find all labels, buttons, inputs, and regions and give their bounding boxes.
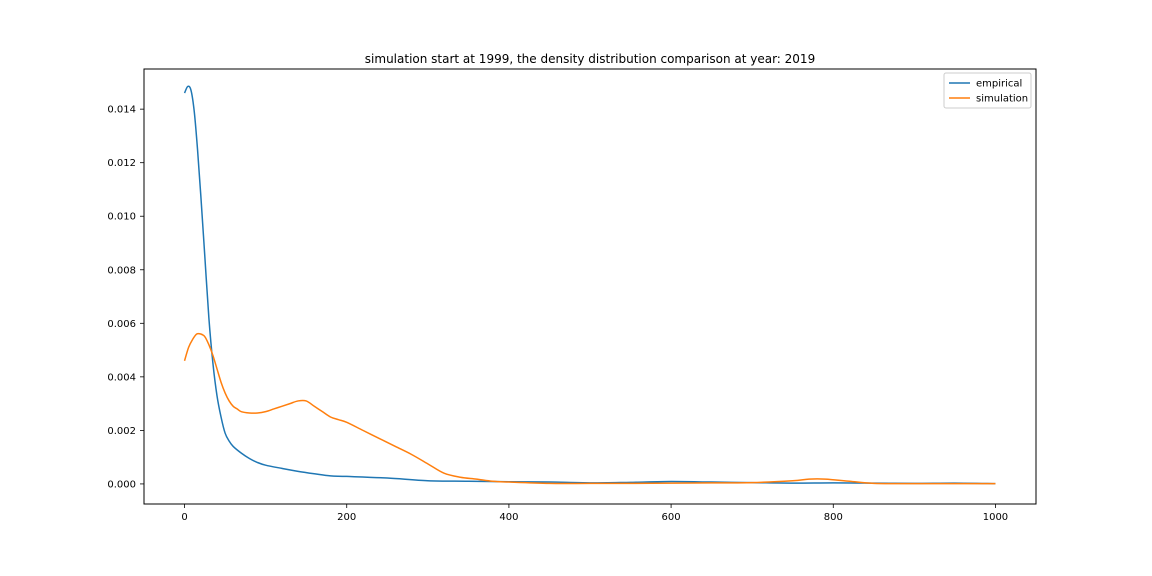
plot-lines: [183, 85, 996, 485]
x-tick-label: 400: [499, 512, 518, 523]
chart-title: simulation start at 1999, the density di…: [365, 52, 815, 66]
y-tick-label: 0.008: [107, 265, 136, 276]
x-tick-label: 0: [181, 512, 187, 523]
y-axis: 0.000 0.002 0.004 0.006 0.008 0.010 0.012 0.014: [107, 105, 144, 490]
legend: empirical simulation: [943, 72, 1032, 109]
y-tick-label: 0.004: [107, 372, 136, 383]
plot-frame: [143, 68, 1037, 505]
series-line-simulation: [183, 332, 996, 485]
x-axis: 0 200 400 600 800 1000: [181, 504, 1008, 523]
y-tick-label: 0.000: [107, 479, 136, 490]
y-tick-label: 0.002: [107, 426, 136, 437]
legend-label-simulation: simulation: [976, 94, 1028, 105]
x-tick-label: 1000: [983, 512, 1008, 523]
y-tick-label: 0.014: [107, 105, 136, 116]
x-tick-label: 600: [662, 512, 681, 523]
legend-label-empirical: empirical: [976, 79, 1022, 90]
x-tick-label: 200: [337, 512, 356, 523]
y-tick-label: 0.012: [107, 158, 136, 169]
x-tick-label: 800: [824, 512, 843, 523]
legend-box: [943, 72, 1032, 109]
y-tick-label: 0.006: [107, 319, 136, 330]
y-tick-label: 0.010: [107, 212, 136, 223]
